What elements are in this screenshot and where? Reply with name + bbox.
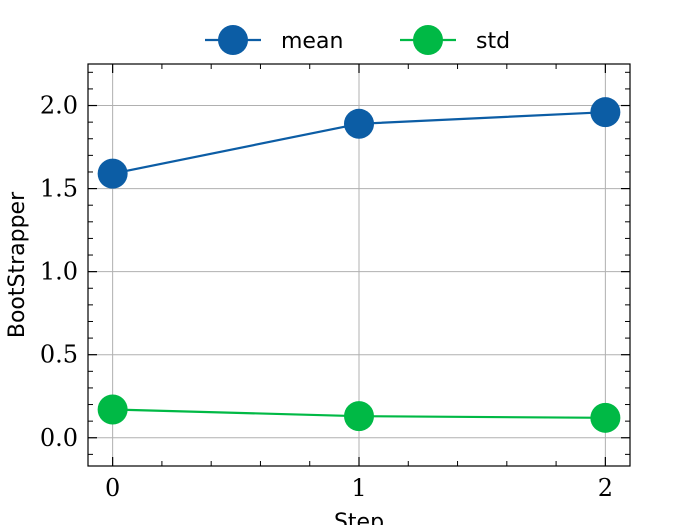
x-tick-label: 2 [598,474,613,502]
legend-marker-mean [218,25,248,55]
data-point-std [97,394,128,425]
data-point-mean [590,97,621,128]
x-tick-label: 1 [351,474,366,502]
series-group [97,97,621,433]
y-tick-label: 2.0 [40,92,78,120]
x-tick-labels: 0 1 2 [105,474,613,502]
data-point-mean [97,158,128,189]
y-tick-label: 0.0 [40,424,78,452]
legend: mean std [205,25,510,55]
y-tick-labels: 0.0 0.5 1.0 1.5 2.0 [40,92,78,452]
axis-ticks [88,64,630,466]
legend-marker-std [413,25,443,55]
data-point-mean [344,108,374,139]
legend-label-std: std [476,29,510,54]
data-point-std [344,401,374,432]
data-point-std [590,402,621,433]
y-axis-label: BootStrapper [5,191,30,338]
y-tick-label: 1.5 [40,175,78,203]
x-tick-label: 0 [105,474,120,502]
x-axis-label: Step [334,510,384,525]
y-tick-label: 0.5 [40,341,78,369]
legend-label-mean: mean [281,29,343,54]
y-tick-label: 1.0 [40,258,78,286]
